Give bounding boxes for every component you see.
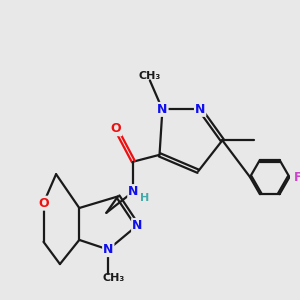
Text: N: N — [195, 103, 205, 116]
Text: N: N — [128, 185, 139, 198]
Text: N: N — [103, 243, 113, 256]
Text: O: O — [38, 197, 49, 210]
Text: F: F — [294, 171, 300, 184]
Text: CH₃: CH₃ — [103, 273, 125, 283]
Text: N: N — [157, 103, 168, 116]
Text: H: H — [140, 193, 149, 203]
Text: O: O — [111, 122, 121, 135]
Text: CH₃: CH₃ — [139, 71, 161, 81]
Text: N: N — [132, 219, 142, 232]
